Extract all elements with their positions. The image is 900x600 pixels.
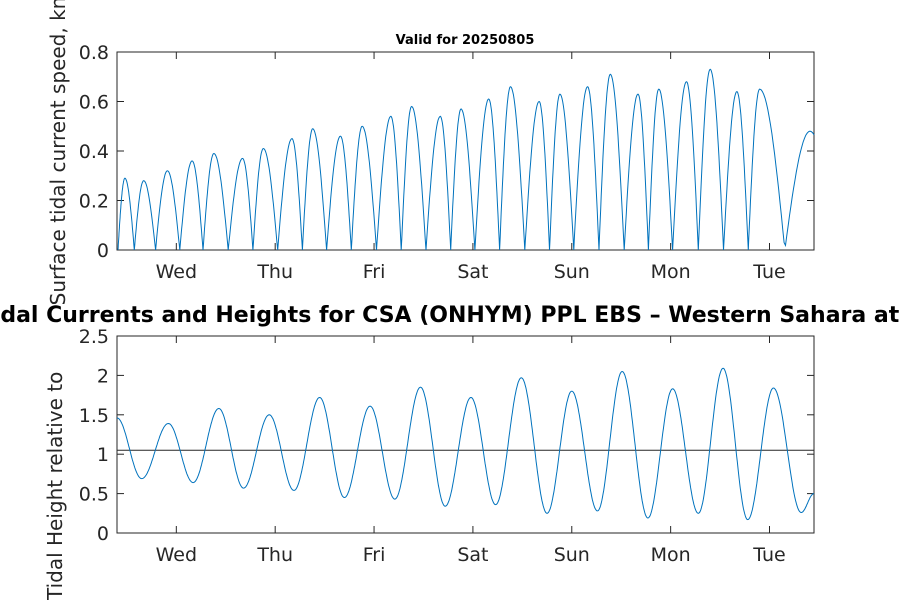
y-tick-label: 0.5 (79, 484, 109, 506)
y-tick-label: 0.6 (79, 92, 109, 114)
y-tick-label: 1 (97, 444, 109, 466)
x-tick-label: Fri (363, 544, 386, 566)
x-tick-label: Sat (457, 261, 488, 283)
y-axis: 0 0.5 1 1.5 2 2.5 (79, 326, 814, 545)
y-tick-label: 1.5 (79, 405, 109, 427)
x-axis: Wed Thu Fri Sat Sun Mon Tue (156, 52, 786, 283)
current-speed-panel: Valid for 20250805 0 0.2 0.4 0.6 0.8 Wed Thu F… (46, 0, 815, 305)
y-tick-label: 0.2 (79, 191, 109, 213)
x-tick-label: Mon (651, 261, 691, 283)
x-tick-label: Sun (554, 544, 590, 566)
x-tick-label: Wed (156, 544, 197, 566)
x-tick-label: Thu (256, 261, 293, 283)
y-tick-label: 0.4 (79, 141, 109, 163)
y-tick-label: 0.8 (79, 42, 109, 64)
x-tick-label: Mon (651, 544, 691, 566)
y-tick-label: 0 (97, 523, 109, 545)
x-tick-label: Fri (363, 261, 386, 283)
current-speed-series-line (117, 68, 815, 251)
x-axis: Wed Thu Fri Sat Sun Mon Tue (156, 336, 786, 566)
plot-area (116, 335, 815, 534)
x-tick-label: Sat (457, 544, 488, 566)
tidal-height-panel: 0 0.5 1 1.5 2 2.5 Wed Thu Fri Sat Sun Mon Tue Tidal… (43, 326, 815, 600)
x-tick-label: Thu (256, 544, 293, 566)
chart-title: Valid for 20250805 (396, 33, 535, 48)
y-axis: 0 0.2 0.4 0.6 0.8 (79, 42, 814, 262)
x-tick-label: Tue (752, 544, 785, 566)
x-tick-label: Tue (752, 261, 785, 283)
y-tick-label: 2.5 (79, 326, 109, 348)
x-tick-label: Wed (156, 261, 197, 283)
tidal-height-series-line (117, 367, 814, 521)
y-axis-label: Tidal Height relative to (43, 372, 67, 600)
chart-title: Tidal Currents and Heights for CSA (ONHY… (0, 303, 900, 328)
y-axis-label: Surface tidal current speed, kn (46, 0, 70, 305)
y-tick-label: 0 (97, 240, 109, 262)
x-tick-label: Sun (554, 261, 590, 283)
y-tick-label: 2 (97, 365, 109, 387)
plot-area (116, 51, 815, 251)
